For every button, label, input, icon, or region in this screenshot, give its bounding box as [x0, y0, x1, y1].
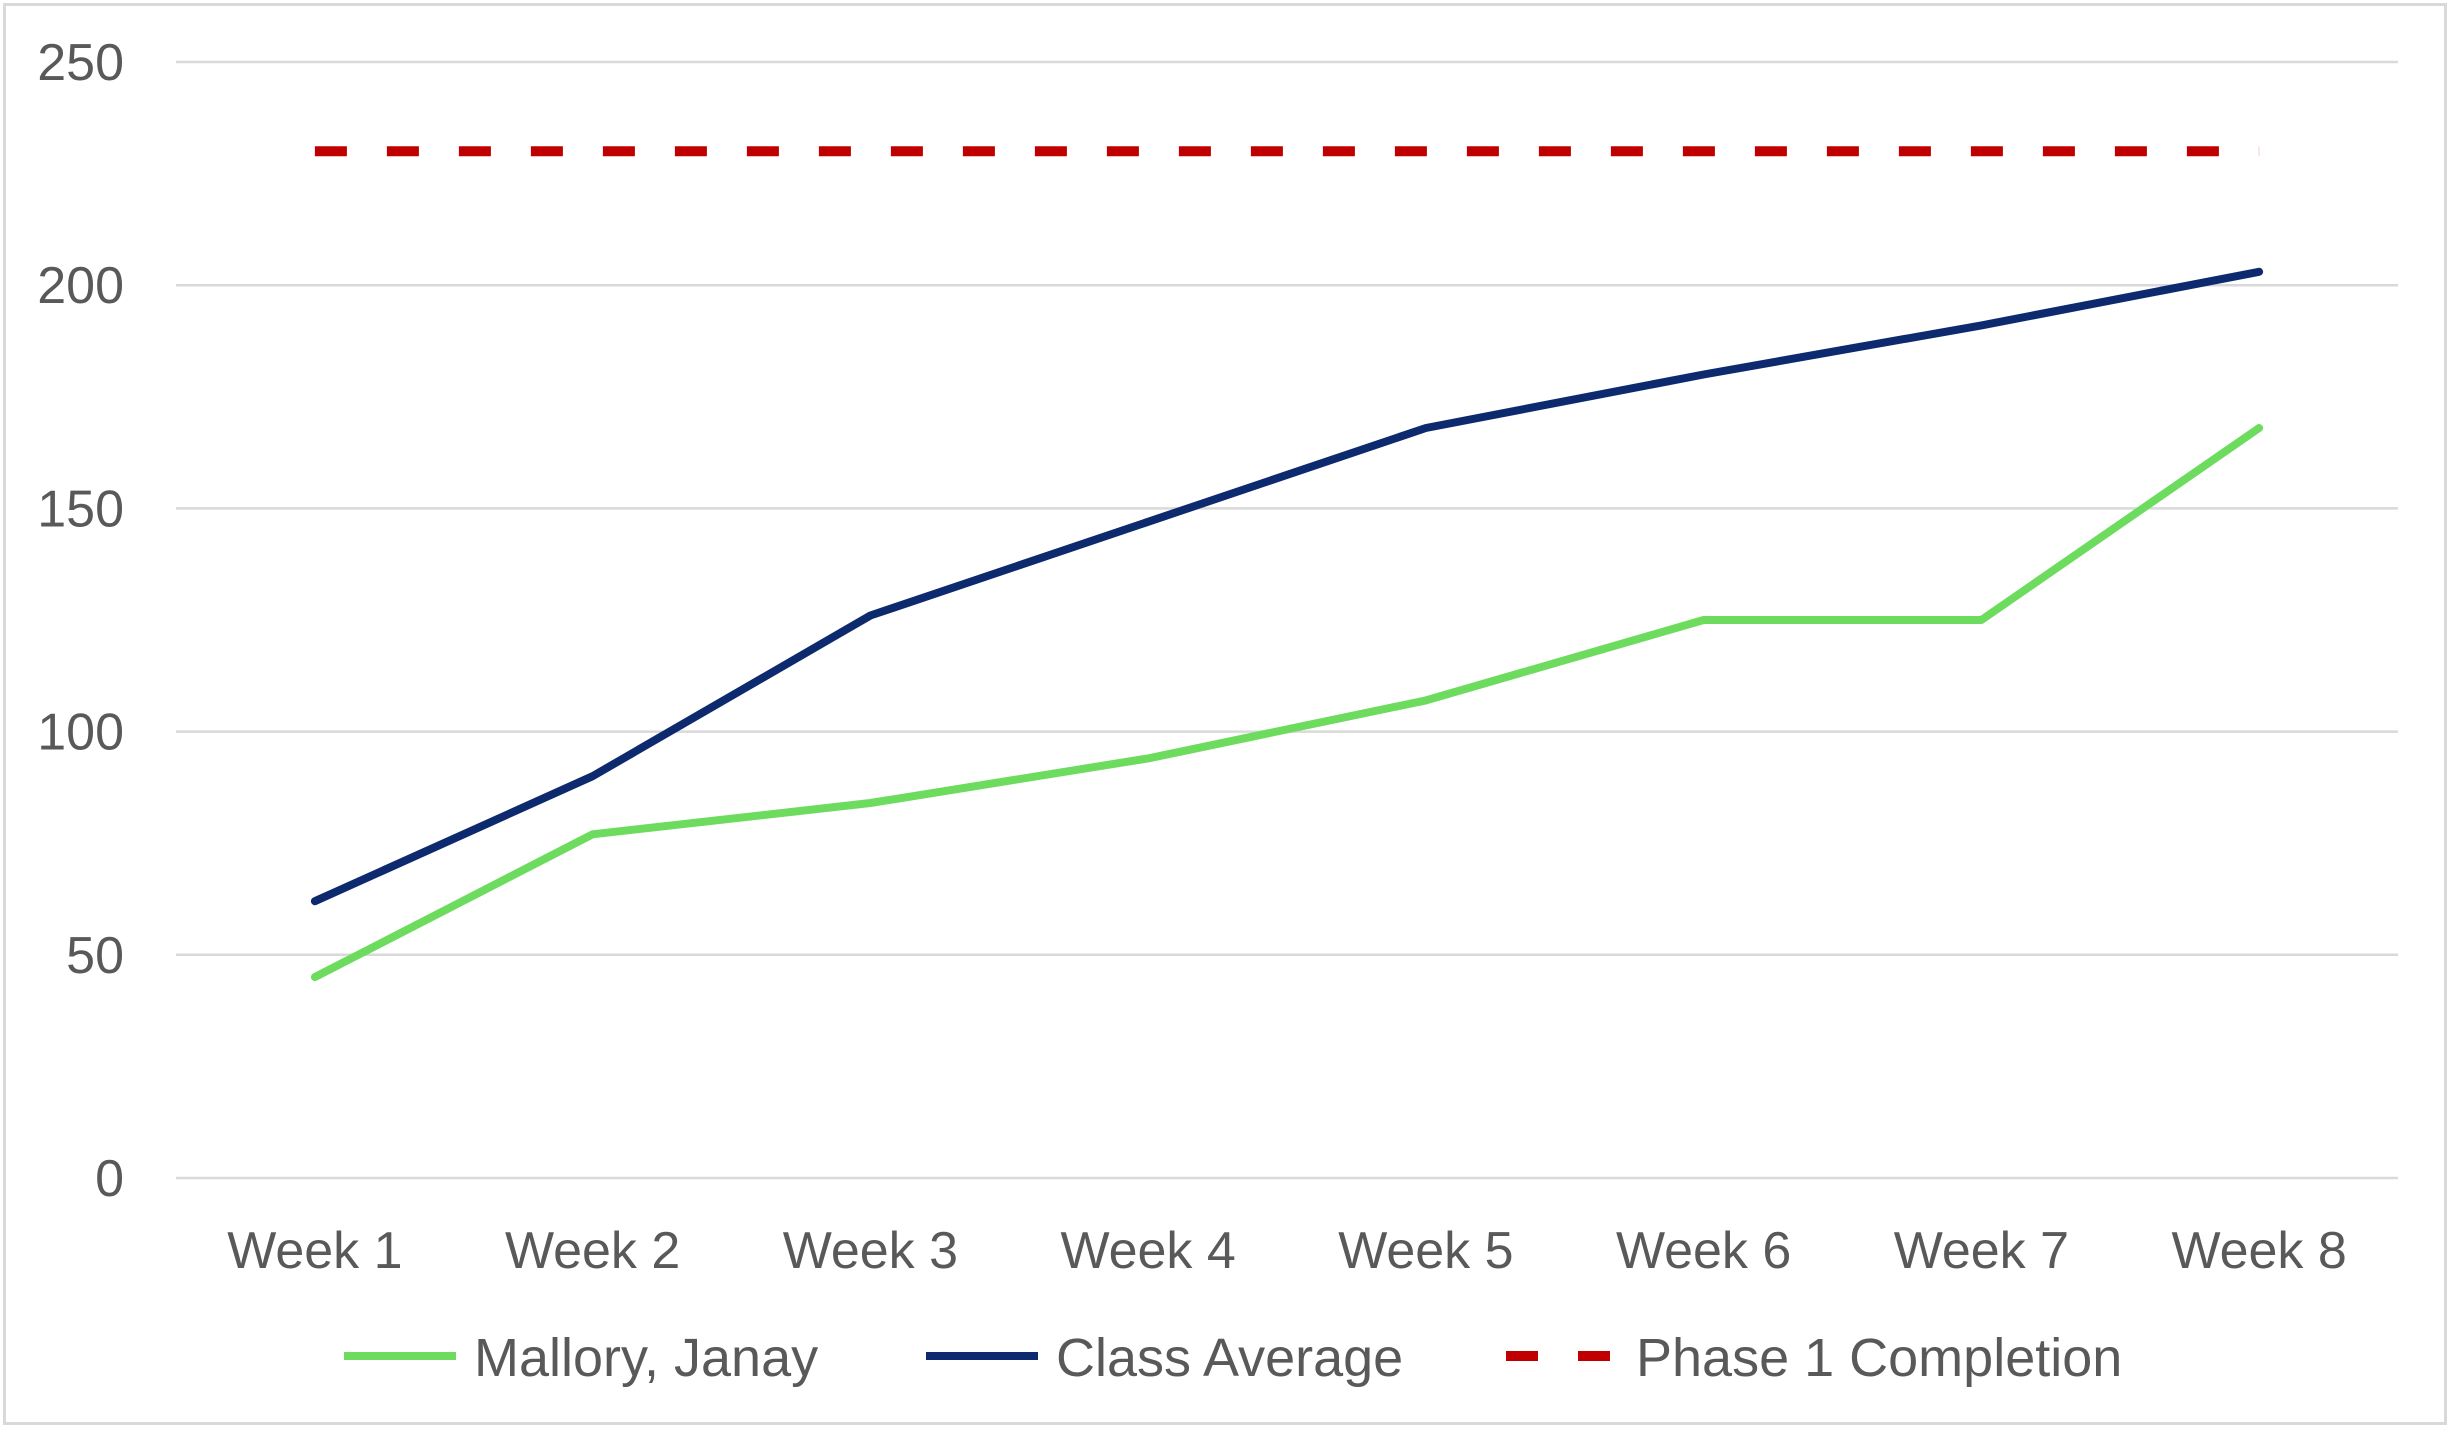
y-tick-label: 250: [37, 34, 124, 92]
x-tick-label: Week 6: [1616, 1222, 1791, 1280]
x-tick-label: Week 5: [1338, 1222, 1513, 1280]
x-tick-label: Week 8: [2171, 1222, 2346, 1280]
legend: Mallory, Janay Class Average Phase 1 Compl…: [344, 1328, 2122, 1388]
chart-frame: 0 50 100 150 200 250 Week 1 Week 2 Week 3 Week 4…: [3, 3, 2447, 1425]
y-tick-label: 150: [37, 480, 124, 538]
x-tick-label: Week 2: [505, 1222, 680, 1280]
series-line-1: [310, 267, 2264, 906]
y-tick-label: 100: [37, 704, 124, 762]
y-axis-ticks: 0 50 100 150 200 250: [37, 34, 124, 1208]
x-tick-label: Week 7: [1894, 1222, 2069, 1280]
line-chart: 0 50 100 150 200 250 Week 1 Week 2 Week 3 Week 4…: [37, 34, 2398, 1388]
y-tick-label: 50: [66, 927, 124, 985]
legend-label: Class Average: [1056, 1328, 1403, 1388]
gridlines: [176, 60, 2398, 1180]
y-tick-label: 0: [95, 1150, 124, 1208]
x-axis-ticks: Week 1 Week 2 Week 3 Week 4 Week 5 Week 6 Week…: [227, 1222, 2347, 1280]
x-tick-label: Week 4: [1060, 1222, 1235, 1280]
series-lines: [310, 146, 2264, 982]
legend-label: Mallory, Janay: [474, 1328, 818, 1388]
series-line-0: [310, 424, 2264, 982]
y-tick-label: 200: [37, 257, 124, 315]
legend-label: Phase 1 Completion: [1636, 1328, 2122, 1388]
x-tick-label: Week 3: [783, 1222, 958, 1280]
x-tick-label: Week 1: [227, 1222, 402, 1280]
